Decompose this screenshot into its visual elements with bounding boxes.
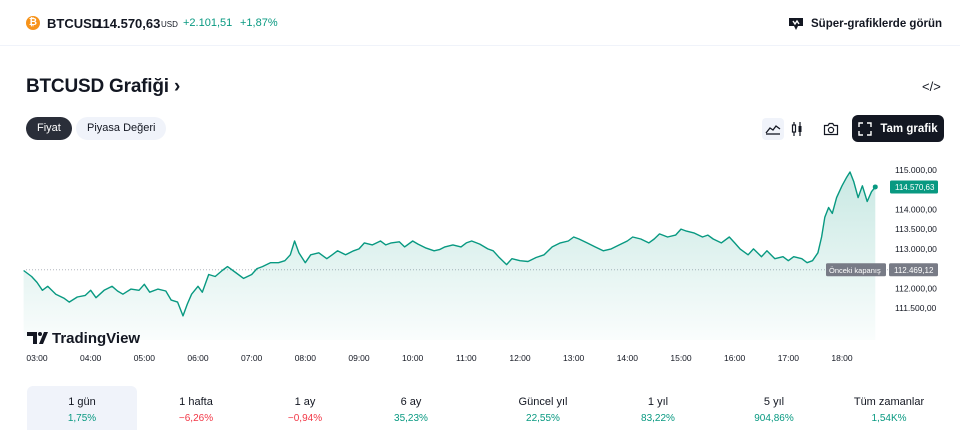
timeframe-change: −6,26% [178, 413, 214, 424]
tab-price[interactable]: Fiyat [26, 117, 72, 140]
x-axis-tick-label: 17:00 [778, 353, 800, 363]
tradingview-watermark: TradingView [27, 330, 140, 347]
timeframe-label: Güncel yıl [518, 396, 568, 408]
timeframe-5[interactable]: 1 yıl 83,22% [603, 386, 713, 430]
y-axis-tick-label: 111.500,00 [895, 303, 937, 313]
camera-icon [823, 122, 839, 136]
price-change: +2.101,51 [183, 17, 233, 29]
tradingview-logo-icon [789, 18, 803, 30]
price-line [23, 171, 876, 317]
price-area-fill [23, 172, 876, 340]
symbol-name[interactable]: BTCUSD [47, 16, 102, 31]
timeframe-1[interactable]: 1 hafta −6,26% [141, 386, 251, 430]
x-axis-tick-label: 08:00 [295, 353, 317, 363]
timeframe-3[interactable]: 6 ay 35,23% [356, 386, 466, 430]
x-axis-tick-label: 04:00 [80, 353, 102, 363]
x-axis-tick-label: 13:00 [563, 353, 585, 363]
y-axis-tick-label: 115.000,00 [895, 165, 937, 175]
snapshot-button[interactable] [820, 118, 842, 140]
timeframe-change: 904,86% [754, 413, 794, 424]
previous-close-label-bg [826, 263, 886, 277]
timeframe-label: 1 hafta [179, 396, 213, 408]
candles-icon [791, 122, 802, 136]
timeframe-4[interactable]: Güncel yıl 22,55% [488, 386, 598, 430]
page-title: BTCUSD Grafiği [26, 76, 169, 97]
super-charts-link[interactable]: Süper-grafiklerde görün [787, 16, 942, 32]
fullscreen-icon [858, 121, 873, 136]
code-icon[interactable]: </> [922, 79, 941, 94]
super-charts-label: Süper-grafiklerde görün [811, 18, 942, 30]
x-axis-tick-label: 16:00 [724, 353, 746, 363]
candles-button[interactable] [786, 118, 808, 140]
y-axis-tick-label: 113.500,00 [895, 224, 937, 234]
x-axis-tick-label: 06:00 [187, 353, 209, 363]
previous-close-value-bg [889, 263, 938, 277]
x-axis-tick-label: 05:00 [134, 353, 156, 363]
x-axis-tick-label: 10:00 [402, 353, 424, 363]
x-axis-tick-label: 03:00 [26, 353, 48, 363]
last-price-dot [872, 184, 878, 190]
last-price-axis-label: 114.570,63 [895, 183, 935, 192]
full-chart-label: Tam grafik [880, 122, 938, 135]
x-axis-tick-label: 14:00 [617, 353, 639, 363]
timeframe-change: 83,22% [641, 413, 675, 424]
timeframe-label: 6 ay [400, 396, 422, 408]
x-axis-tick-label: 09:00 [348, 353, 370, 363]
timeframe-label: 1 gün [68, 396, 96, 408]
full-chart-button[interactable]: Tam grafik [852, 115, 944, 142]
timeframe-label: 1 yıl [647, 396, 669, 408]
symbol-header: ₿ BTCUSD 114.570,63 USD +2.101,51 +1,87%… [0, 0, 960, 46]
bitcoin-icon: ₿ [26, 16, 40, 30]
x-axis-tick-label: 18:00 [831, 353, 853, 363]
timeframe-6[interactable]: 5 yıl 904,86% [719, 386, 829, 430]
x-axis-tick-label: 11:00 [456, 353, 477, 363]
y-axis-tick-label: 112.000,00 [895, 283, 937, 293]
previous-close-value: 112.469,12 [894, 266, 934, 275]
tab-market-cap[interactable]: Piyasa Değeri [76, 117, 167, 140]
x-axis-tick-label: 15:00 [670, 353, 692, 363]
tradingview-wordmark: TradingView [52, 330, 140, 347]
timeframe-7[interactable]: Tüm zamanlar 1,54K% [834, 386, 944, 430]
chart-title-link[interactable]: BTCUSD Grafiği › [26, 76, 180, 98]
timeframe-change: 1,75% [67, 413, 97, 424]
previous-close-label: Önceki kapanış [829, 266, 881, 275]
price-change-percent: +1,87% [240, 17, 278, 29]
x-axis-tick-label: 07:00 [241, 353, 263, 363]
currency-label: USD [161, 20, 178, 29]
timeframe-label: 1 ay [294, 396, 316, 408]
timeframe-label: 5 yıl [763, 396, 785, 408]
timeframe-0[interactable]: 1 gün 1,75% [27, 386, 137, 430]
y-axis-tick-label: 114.000,00 [895, 204, 937, 214]
x-axis-tick-label: 12:00 [509, 353, 531, 363]
timeframe-label: Tüm zamanlar [853, 396, 925, 408]
tradingview-logo-icon [27, 332, 48, 344]
chevron-right-icon: › [173, 76, 181, 97]
timeframe-2[interactable]: 1 ay −0,94% [250, 386, 360, 430]
y-axis-tick-label: 113.000,00 [895, 244, 937, 254]
last-price-label-bg [890, 180, 938, 194]
price-chart[interactable]: 115.000,00 114.000,00 113.500,00 113.000,00… [0, 150, 960, 370]
area-chart-icon [765, 125, 781, 135]
timeframe-change: −0,94% [287, 413, 323, 424]
last-price: 114.570,63 [96, 16, 161, 31]
timeframe-change: 1,54K% [871, 413, 907, 424]
timeframe-change: 22,55% [526, 413, 560, 424]
area-chart-button[interactable] [762, 118, 784, 140]
timeframe-change: 35,23% [394, 413, 428, 424]
